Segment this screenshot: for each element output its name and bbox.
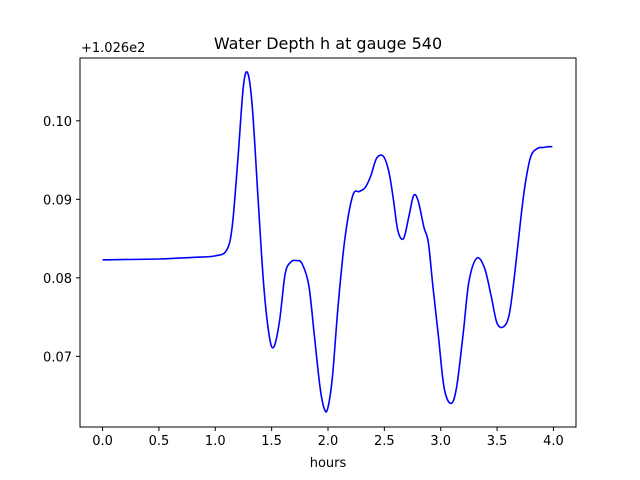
x-axis-label: hours xyxy=(310,456,347,471)
x-tick-label: 4.0 xyxy=(543,434,564,449)
y-tick-label: 0.07 xyxy=(43,350,72,365)
y-tick-label: 0.10 xyxy=(43,115,72,130)
x-tick-label: 2.0 xyxy=(318,434,339,449)
plot-frame xyxy=(79,57,577,428)
y-offset-label: +1.026e2 xyxy=(81,41,145,56)
series-line-0 xyxy=(102,71,553,413)
x-tick-label: 1.0 xyxy=(205,434,226,449)
x-tick-label: 1.5 xyxy=(261,434,282,449)
y-tick-label: 0.09 xyxy=(43,193,72,208)
x-tick-label: 3.0 xyxy=(430,434,451,449)
x-tick-label: 3.5 xyxy=(487,434,508,449)
x-tick-label: 0.0 xyxy=(92,434,113,449)
y-tick-label: 0.08 xyxy=(43,272,72,287)
chart-title: Water Depth h at gauge 540 xyxy=(214,34,442,53)
x-tick-label: 0.5 xyxy=(149,434,170,449)
x-tick-label: 2.5 xyxy=(374,434,395,449)
